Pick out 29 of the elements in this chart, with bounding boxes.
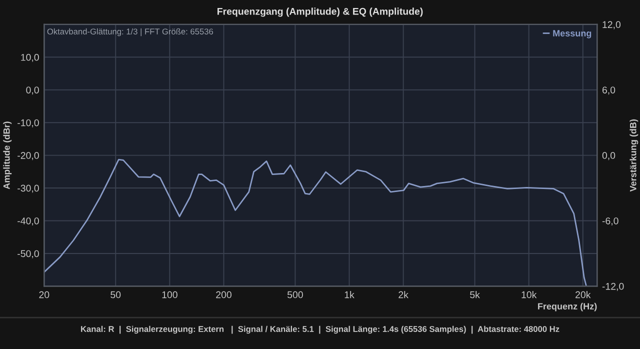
y2-tick-label: 6,0 xyxy=(602,86,616,95)
y-tick-label: -20,0 xyxy=(18,152,39,160)
x-tick-label: 20k xyxy=(576,291,591,298)
chart-title: Frequenzgang (Amplitude) & EQ (Amplitude) xyxy=(217,8,423,17)
y-tick-label: -30,0 xyxy=(18,184,39,193)
x-tick-label: 5k xyxy=(470,291,480,298)
y2-axis-title: Verstärkung (dB) xyxy=(630,119,638,192)
x-tick-label: 20 xyxy=(39,291,50,298)
x-tick-label: 1k xyxy=(344,291,354,298)
y2-tick-label: -6,0 xyxy=(602,217,618,226)
x-axis-title: Frequenz (Hz) xyxy=(538,302,597,312)
x-tick-label: 2k xyxy=(398,291,408,298)
y-tick-label: -50,0 xyxy=(18,250,39,258)
y2-tick-label: 12,0 xyxy=(602,21,621,30)
y-tick-label: -40,0 xyxy=(18,217,39,226)
annotation: Oktavband-Glättung: 1/3 | FFT Größe: 65536 xyxy=(47,28,214,36)
x-tick-label: 200 xyxy=(216,291,232,298)
y-tick-label: -10,0 xyxy=(18,119,39,128)
x-tick-label: 100 xyxy=(162,291,178,298)
x-tick-label: 50 xyxy=(110,291,121,298)
x-tick-label: 500 xyxy=(287,291,303,298)
text: Kanal: R | Signalerzeugung: Extern | Signal / Kanäle: 5.1 | Signal Länge: 1.4s (65536 Samples) | Abtastrate: 48000 Hz xyxy=(81,326,560,334)
y2-tick-label: 0,0 xyxy=(602,152,616,160)
x-tick-label: 10k xyxy=(522,291,537,298)
y-tick-label: 0,0 xyxy=(26,86,39,95)
y-axis-title: Amplitude (dBr) xyxy=(3,122,12,190)
y-tick-label: 10,0 xyxy=(21,54,39,62)
y2-tick-label: -12,0 xyxy=(602,282,624,291)
legend-label: Messung xyxy=(553,30,592,38)
